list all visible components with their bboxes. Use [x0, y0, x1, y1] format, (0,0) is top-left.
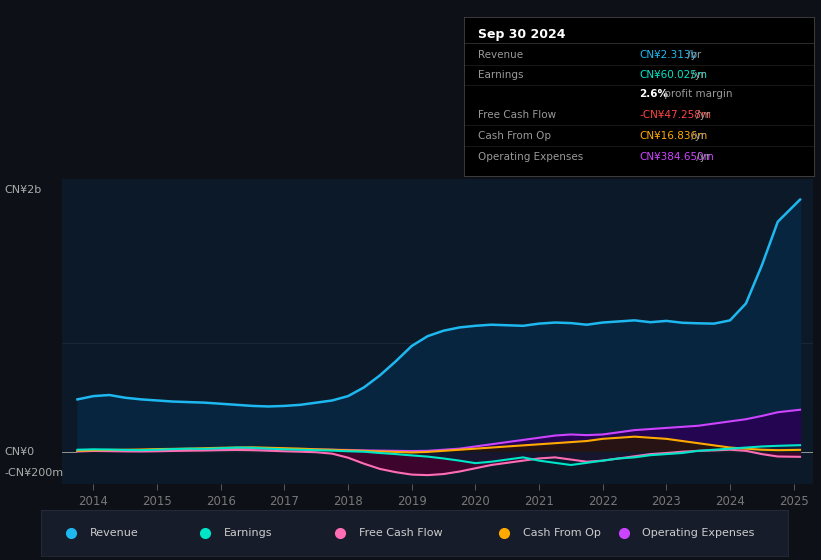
- Text: /yr: /yr: [693, 110, 710, 120]
- Text: CN¥60.025m: CN¥60.025m: [639, 70, 707, 80]
- Text: Free Cash Flow: Free Cash Flow: [478, 110, 556, 120]
- Text: Revenue: Revenue: [89, 528, 139, 538]
- Text: -CN¥200m: -CN¥200m: [4, 469, 63, 478]
- Text: CN¥384.650m: CN¥384.650m: [639, 152, 714, 162]
- Text: CN¥2.313b: CN¥2.313b: [639, 50, 697, 60]
- Text: CN¥16.836m: CN¥16.836m: [639, 130, 708, 141]
- Text: Earnings: Earnings: [478, 70, 524, 80]
- Text: -CN¥47.258m: -CN¥47.258m: [639, 110, 711, 120]
- Text: Free Cash Flow: Free Cash Flow: [359, 528, 443, 538]
- Text: /yr: /yr: [684, 50, 701, 60]
- Text: /yr: /yr: [693, 152, 710, 162]
- Text: Sep 30 2024: Sep 30 2024: [478, 28, 566, 41]
- Text: profit margin: profit margin: [661, 89, 732, 99]
- Text: Operating Expenses: Operating Expenses: [643, 528, 754, 538]
- Text: CN¥2b: CN¥2b: [4, 185, 41, 195]
- Text: Operating Expenses: Operating Expenses: [478, 152, 583, 162]
- Text: /yr: /yr: [688, 130, 705, 141]
- Text: /yr: /yr: [688, 70, 705, 80]
- Text: 2.6%: 2.6%: [639, 89, 668, 99]
- Text: Cash From Op: Cash From Op: [478, 130, 551, 141]
- Text: Earnings: Earnings: [224, 528, 273, 538]
- Text: Cash From Op: Cash From Op: [523, 528, 601, 538]
- Text: CN¥0: CN¥0: [4, 447, 34, 457]
- Text: Revenue: Revenue: [478, 50, 523, 60]
